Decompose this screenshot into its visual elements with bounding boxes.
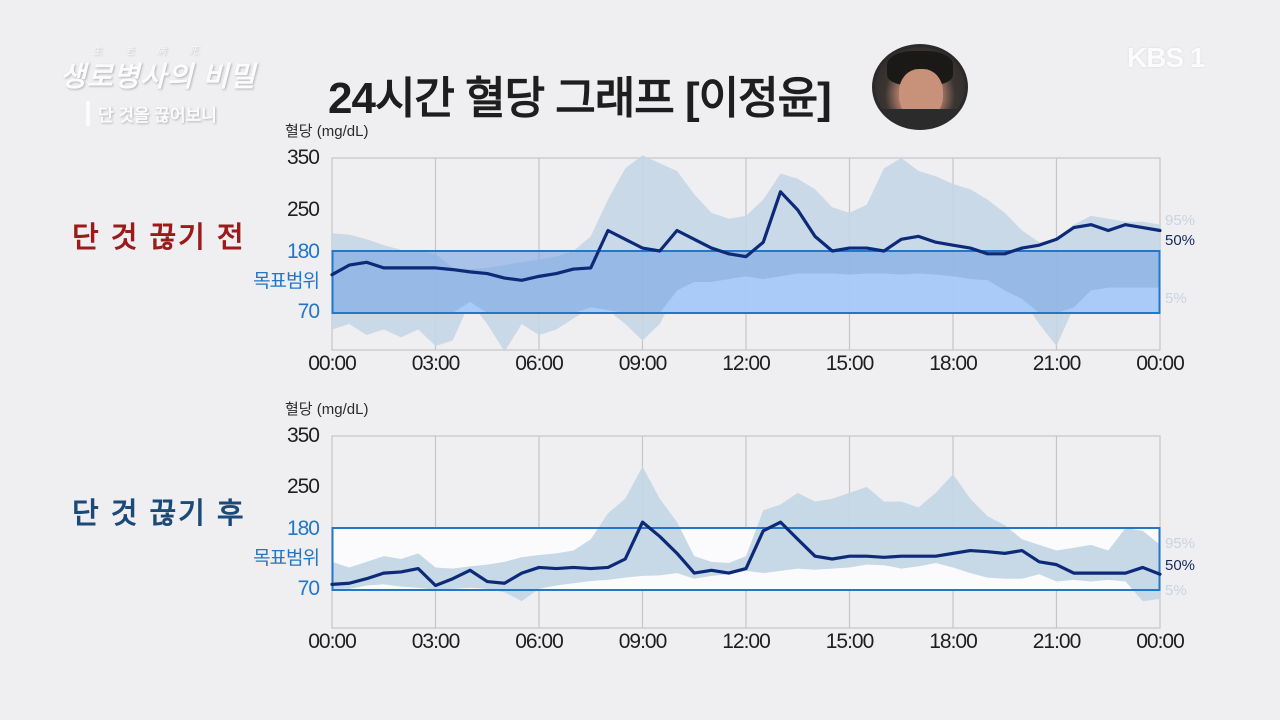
xtick-label: 00:00 bbox=[1136, 630, 1185, 653]
target-range-label: 목표범위 bbox=[253, 548, 320, 569]
xtick-label: 12:00 bbox=[722, 630, 771, 653]
xtick-label: 21:00 bbox=[1032, 630, 1082, 653]
channel-logo: KBS 1 bbox=[1127, 42, 1205, 73]
ytick-350: 350 bbox=[286, 424, 320, 447]
chart-before-label: 단 것 끊기 전 bbox=[72, 222, 246, 254]
xtick-label: 03:00 bbox=[411, 352, 461, 375]
chart-before bbox=[330, 155, 1162, 352]
legend-5: 5% bbox=[1165, 290, 1187, 307]
target-range-label: 목표범위 bbox=[253, 271, 320, 292]
chart-after bbox=[330, 435, 1162, 629]
show-logo-title: 생로병사의 비밀 bbox=[60, 61, 257, 92]
median-line bbox=[330, 190, 1162, 282]
ytick-250: 250 bbox=[286, 198, 320, 221]
target-range-box bbox=[331, 527, 1161, 591]
xtick-label: 12:00 bbox=[722, 352, 771, 375]
target-range-box bbox=[331, 250, 1161, 314]
legend-95: 95% bbox=[1165, 535, 1196, 552]
xtick-label: 09:00 bbox=[618, 352, 668, 375]
legend-50: 50% bbox=[1165, 557, 1196, 574]
ytick-250: 250 bbox=[286, 475, 320, 498]
avatar-shirt bbox=[875, 109, 965, 127]
chart-after-label: 단 것 끊기 후 bbox=[72, 498, 246, 530]
xtick-label: 00:00 bbox=[1136, 352, 1185, 375]
page-title: 24시간 혈당 그래프 [이정윤] bbox=[328, 74, 832, 123]
ytick-350: 350 bbox=[286, 146, 320, 169]
xtick-label: 18:00 bbox=[929, 352, 978, 375]
xtick-label: 06:00 bbox=[515, 352, 564, 375]
legend-95: 95% bbox=[1165, 212, 1196, 229]
xtick-label: 18:00 bbox=[929, 630, 978, 653]
median-line bbox=[330, 520, 1162, 588]
xtick-label: 03:00 bbox=[411, 630, 461, 653]
xtick-label: 06:00 bbox=[515, 630, 564, 653]
chart-after-ylabel: 혈당 (mg/dL) bbox=[285, 401, 369, 418]
ytick-70: 70 bbox=[297, 300, 320, 323]
episode-title: 단 것을 끊어보니 bbox=[86, 101, 280, 126]
xtick-label: 09:00 bbox=[618, 630, 668, 653]
legend-50: 50% bbox=[1165, 232, 1196, 249]
legend-5: 5% bbox=[1165, 582, 1187, 599]
ytick-180: 180 bbox=[286, 517, 320, 540]
ytick-180: 180 bbox=[286, 240, 320, 263]
xtick-label: 00:00 bbox=[308, 352, 357, 375]
xtick-label: 15:00 bbox=[825, 630, 875, 653]
xtick-label: 21:00 bbox=[1032, 352, 1082, 375]
ytick-70: 70 bbox=[297, 577, 320, 600]
show-logo: 生老病死 생로병사의 비밀 단 것을 끊어보니 bbox=[60, 42, 280, 137]
xtick-label: 00:00 bbox=[308, 630, 357, 653]
show-logo-hanja: 生老病死 bbox=[92, 46, 220, 57]
chart-before-ylabel: 혈당 (mg/dL) bbox=[285, 123, 369, 140]
avatar bbox=[872, 44, 968, 130]
xtick-label: 15:00 bbox=[825, 352, 875, 375]
